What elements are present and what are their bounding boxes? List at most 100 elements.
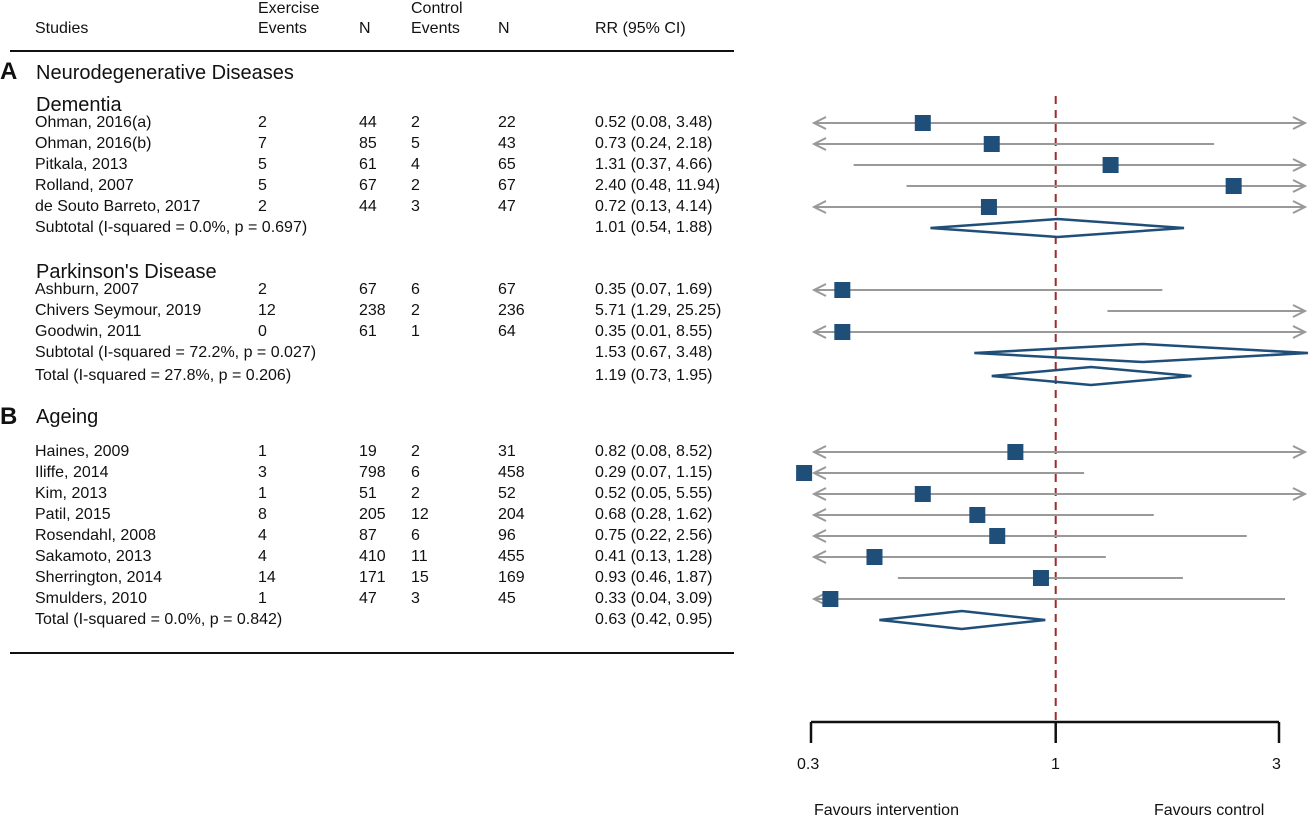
ci-arrow-left <box>811 508 827 522</box>
rr-ci-text: 0.33 (0.04, 3.09) <box>595 590 713 607</box>
ci-arrow-left <box>811 445 827 459</box>
ci-arrow-left <box>811 529 827 543</box>
control-n: 67 <box>498 177 516 194</box>
exercise-events: 0 <box>258 323 267 340</box>
study-name: Kim, 2013 <box>35 485 108 502</box>
control-n: 45 <box>498 590 516 607</box>
ci-arrow-left <box>811 487 827 501</box>
control-n: 52 <box>498 485 516 502</box>
section-title-neurodegenerative: Neurodegenerative Diseases <box>36 62 294 84</box>
point-estimate-marker <box>1102 157 1119 173</box>
rr-ci-text: 0.68 (0.28, 1.62) <box>595 506 713 523</box>
control-n: 65 <box>498 156 516 173</box>
study-name: Ohman, 2016(b) <box>35 135 152 152</box>
exercise-n: 171 <box>359 569 386 586</box>
point-estimate-marker <box>1225 178 1242 194</box>
study-name: Chivers Seymour, 2019 <box>35 302 202 319</box>
rr-ci-text: 0.35 (0.07, 1.69) <box>595 281 713 298</box>
rr-ci-text: 5.71 (1.29, 25.25) <box>595 302 722 319</box>
control-events: 2 <box>411 177 420 194</box>
point-estimate-marker <box>1007 444 1024 460</box>
exercise-n: 410 <box>359 548 386 565</box>
header-rr-ci: RR (95% CI) <box>595 20 686 37</box>
point-estimate-marker <box>1032 570 1049 586</box>
study-name: Rolland, 2007 <box>35 177 134 194</box>
point-estimate-marker <box>983 136 1000 152</box>
ci-arrow-left <box>811 466 827 480</box>
control-events: 6 <box>411 281 420 298</box>
panel-letter-a: A <box>0 58 18 85</box>
control-events: 2 <box>411 443 420 460</box>
exercise-n: 238 <box>359 302 386 319</box>
study-name: de Souto Barreto, 2017 <box>35 198 201 215</box>
point-estimate-marker <box>980 199 997 215</box>
point-estimate-marker <box>969 507 986 523</box>
control-n: 22 <box>498 114 516 131</box>
point-estimate-marker <box>989 528 1006 544</box>
point-estimate-marker <box>822 591 839 607</box>
ci-arrow-right <box>1292 304 1308 318</box>
rr-ci-text: 0.29 (0.07, 1.15) <box>595 464 713 481</box>
control-events: 1 <box>411 323 420 340</box>
control-events: 2 <box>411 114 420 131</box>
study-name: Ashburn, 2007 <box>35 281 140 298</box>
exercise-events: 8 <box>258 506 267 523</box>
rr-ci-text: 2.40 (0.48, 11.94) <box>595 177 721 194</box>
rr-ci-text: 1.31 (0.37, 4.66) <box>595 156 713 173</box>
ci-arrow-left <box>811 137 827 151</box>
rr-ci-text: 0.72 (0.13, 4.14) <box>595 198 713 215</box>
exercise-events: 1 <box>258 443 267 460</box>
total-label: Total (I-squared = 0.0%, p = 0.842) <box>35 611 283 628</box>
ci-arrow-right <box>1292 325 1308 339</box>
subgroup-title-dementia: Dementia <box>36 94 122 116</box>
ci-arrow-right <box>1292 487 1308 501</box>
exercise-events: 2 <box>258 281 267 298</box>
control-n: 458 <box>498 464 525 481</box>
control-n: 43 <box>498 135 516 152</box>
control-events: 2 <box>411 485 420 502</box>
ci-arrow-right <box>1292 158 1308 172</box>
pooled-estimate-diamond <box>930 217 1185 239</box>
ci-arrow-left <box>811 325 827 339</box>
exercise-events: 7 <box>258 135 267 152</box>
point-estimate-marker <box>834 282 851 298</box>
study-name: Pitkala, 2013 <box>35 156 128 173</box>
point-estimate-marker <box>914 115 931 131</box>
rr-ci-text: 0.52 (0.05, 5.55) <box>595 485 713 502</box>
ci-arrow-right <box>1292 179 1308 193</box>
rr-ci-text: 0.93 (0.46, 1.87) <box>595 569 713 586</box>
exercise-events: 5 <box>258 156 267 173</box>
header-studies: Studies <box>35 20 89 37</box>
section-title-ageing: Ageing <box>36 406 99 428</box>
x-tick-label: 1 <box>1051 756 1060 773</box>
control-n: 455 <box>498 548 525 565</box>
rr-ci-text: 0.35 (0.01, 8.55) <box>595 323 713 340</box>
rr-ci-text: 0.63 (0.42, 0.95) <box>595 611 713 628</box>
control-events: 3 <box>411 590 420 607</box>
exercise-n: 19 <box>359 443 377 460</box>
control-events: 12 <box>411 506 429 523</box>
x-tick-label: 3 <box>1272 756 1281 773</box>
header-control-n: N <box>498 20 510 37</box>
header-control-events-line1: Control <box>411 0 463 17</box>
exercise-n: 47 <box>359 590 377 607</box>
ci-arrow-left <box>811 116 827 130</box>
panel-letter-b: B <box>0 403 18 430</box>
ci-arrow-left <box>811 200 827 214</box>
rr-ci-text: 1.01 (0.54, 1.88) <box>595 219 713 236</box>
study-name: Patil, 2015 <box>35 506 111 523</box>
study-name: Rosendahl, 2008 <box>35 527 156 544</box>
control-n: 204 <box>498 506 525 523</box>
rr-ci-text: 0.75 (0.22, 2.56) <box>595 527 713 544</box>
point-estimate-marker <box>834 324 851 340</box>
control-n: 31 <box>498 443 516 460</box>
point-estimate-marker <box>796 465 813 481</box>
ci-arrow-right <box>1292 116 1308 130</box>
study-name: Sakamoto, 2013 <box>35 548 152 565</box>
header-exercise-events-line2: Events <box>258 20 307 37</box>
exercise-events: 4 <box>258 548 267 565</box>
control-n: 169 <box>498 569 525 586</box>
study-name: Haines, 2009 <box>35 443 130 460</box>
